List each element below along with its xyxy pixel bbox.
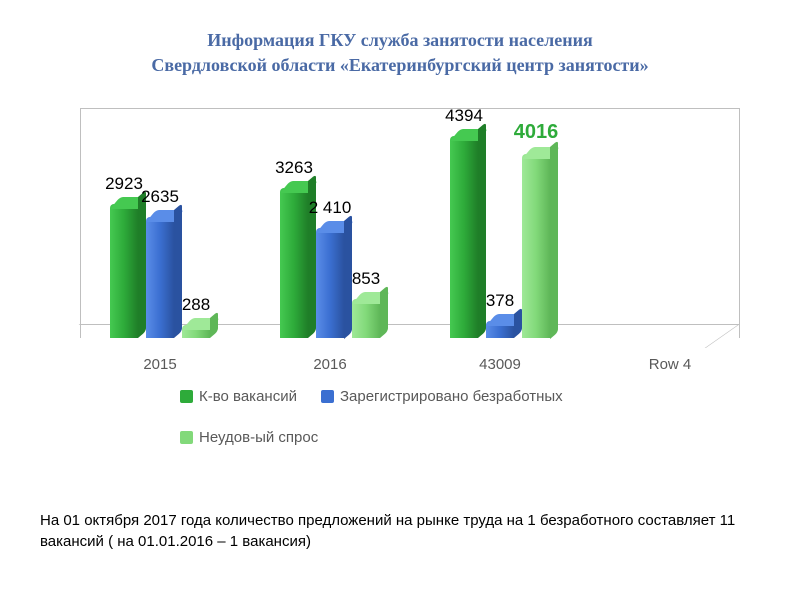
x-axis-label: 2015	[90, 356, 230, 373]
legend-swatch	[180, 431, 193, 444]
x-axis-label: 2016	[260, 356, 400, 373]
bar: 2635	[146, 217, 174, 338]
bar-value-label: 3263	[275, 158, 313, 178]
chart-x-axis: 2015 2016 43009 Row 4	[80, 356, 740, 380]
legend-label: Неудов-ый спрос	[199, 429, 318, 446]
x-axis-label: 43009	[430, 356, 570, 373]
legend-item: Неудов-ый спрос	[180, 429, 318, 446]
legend-label: Зарегистрировано безработных	[340, 388, 563, 405]
title-line1: Информация ГКУ служба занятости населени…	[207, 30, 593, 50]
employment-chart: 2923263528832632 41085343943784016 20152…	[40, 98, 760, 418]
legend-item: Зарегистрировано безработных	[321, 388, 563, 405]
bar-value-label: 288	[182, 295, 210, 315]
legend-label: К-во вакансий	[199, 388, 297, 405]
legend-swatch	[321, 390, 334, 403]
bar-value-label: 2 410	[309, 198, 352, 218]
bar: 2 410	[316, 228, 344, 339]
bar-value-label: 853	[352, 269, 380, 289]
title-line2: Свердловской области «Екатеринбургский ц…	[151, 55, 648, 75]
bar-value-label: 4394	[445, 106, 483, 126]
bar: 4016	[522, 154, 550, 339]
bar-value-label: 4016	[514, 121, 559, 144]
bar: 288	[182, 325, 210, 338]
legend-swatch	[180, 390, 193, 403]
bar: 4394	[450, 136, 478, 338]
footer-note: На 01 октября 2017 года количество предл…	[40, 510, 760, 552]
legend-item: К-во вакансий	[180, 388, 297, 405]
bar: 2923	[110, 204, 138, 338]
bar-value-label: 2635	[141, 187, 179, 207]
bar: 378	[486, 321, 514, 338]
x-axis-label: Row 4	[600, 356, 740, 373]
bar-value-label: 2923	[105, 174, 143, 194]
bar: 853	[352, 299, 380, 338]
bar-value-label: 378	[486, 291, 514, 311]
chart-plot-area: 2923263528832632 41085343943784016	[80, 108, 740, 338]
page-title: Информация ГКУ служба занятости населени…	[0, 0, 800, 88]
bar: 3263	[280, 188, 308, 338]
chart-legend: К-во вакансий Зарегистрировано безработны…	[180, 388, 680, 446]
